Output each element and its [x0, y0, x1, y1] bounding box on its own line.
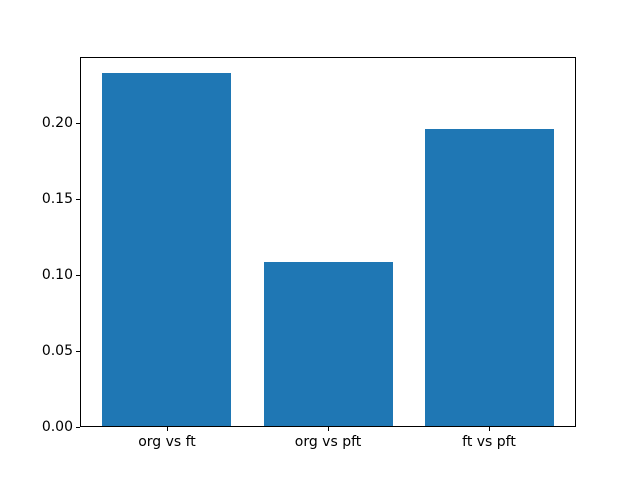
x-tick-mark-3 — [489, 427, 490, 431]
y-tick-label-4: 0.15 — [41, 191, 73, 207]
x-tick-label-1: org vs ft — [138, 434, 196, 450]
y-tick-label-5: 0.20 — [41, 115, 73, 131]
bar-3 — [425, 129, 554, 427]
x-tick-label-3: ft vs pft — [462, 434, 516, 450]
y-tick-label-2: 0.05 — [41, 343, 73, 359]
y-tick-mark-4 — [76, 199, 80, 200]
bar-2 — [264, 262, 393, 427]
y-tick-mark-5 — [76, 123, 80, 124]
x-tick-mark-2 — [328, 427, 329, 431]
y-tick-label-3: 0.10 — [41, 267, 73, 283]
y-tick-label-1: 0.00 — [41, 419, 73, 435]
axes-frame — [80, 57, 576, 427]
y-tick-mark-3 — [76, 275, 80, 276]
x-tick-label-2: org vs pft — [294, 434, 362, 450]
y-tick-mark-1 — [76, 427, 80, 428]
bar-1 — [102, 73, 231, 427]
x-tick-mark-1 — [167, 427, 168, 431]
y-tick-mark-2 — [76, 351, 80, 352]
